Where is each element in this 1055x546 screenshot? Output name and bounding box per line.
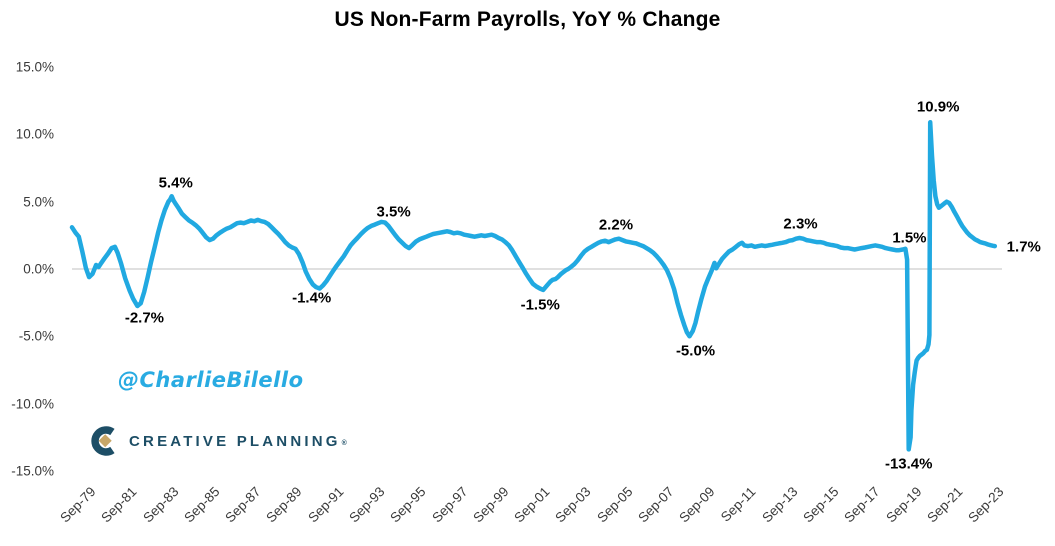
- y-axis-tick-label: -10.0%: [11, 396, 54, 412]
- watermark-handle: @CharlieBilello: [118, 368, 304, 392]
- y-axis-tick-label: 0.0%: [23, 261, 54, 277]
- data-annotation: -1.4%: [292, 289, 332, 307]
- data-annotation: -2.7%: [124, 309, 165, 327]
- payrolls-line: [69, 120, 998, 452]
- data-annotation: 5.4%: [158, 174, 193, 192]
- data-annotation: 10.9%: [916, 98, 960, 116]
- y-axis-tick-label: 5.0%: [23, 194, 54, 210]
- data-annotation: 2.3%: [783, 215, 818, 233]
- logo-c-icon: [91, 426, 115, 456]
- data-annotation: -1.5%: [520, 296, 560, 314]
- data-annotation: 3.5%: [376, 203, 411, 221]
- y-axis-tick-label: -15.0%: [11, 463, 54, 479]
- logo-text: CREATIVE PLANNING: [129, 432, 341, 450]
- data-annotation: 1.5%: [892, 229, 927, 247]
- chart-title: US Non-Farm Payrolls, YoY % Change: [334, 8, 721, 31]
- y-axis-tick-label: -5.0%: [18, 328, 54, 344]
- data-annotation: -13.4%: [884, 455, 933, 473]
- data-annotation: 2.2%: [598, 216, 634, 234]
- y-axis-tick-label: 15.0%: [15, 59, 54, 75]
- data-annotation: -5.0%: [675, 342, 716, 360]
- y-axis-tick-label: 10.0%: [15, 126, 54, 142]
- data-annotation: 1.7%: [1006, 238, 1041, 256]
- creative-planning-logo: CREATIVE PLANNING ®: [88, 424, 347, 458]
- logo-trademark: ®: [341, 439, 347, 447]
